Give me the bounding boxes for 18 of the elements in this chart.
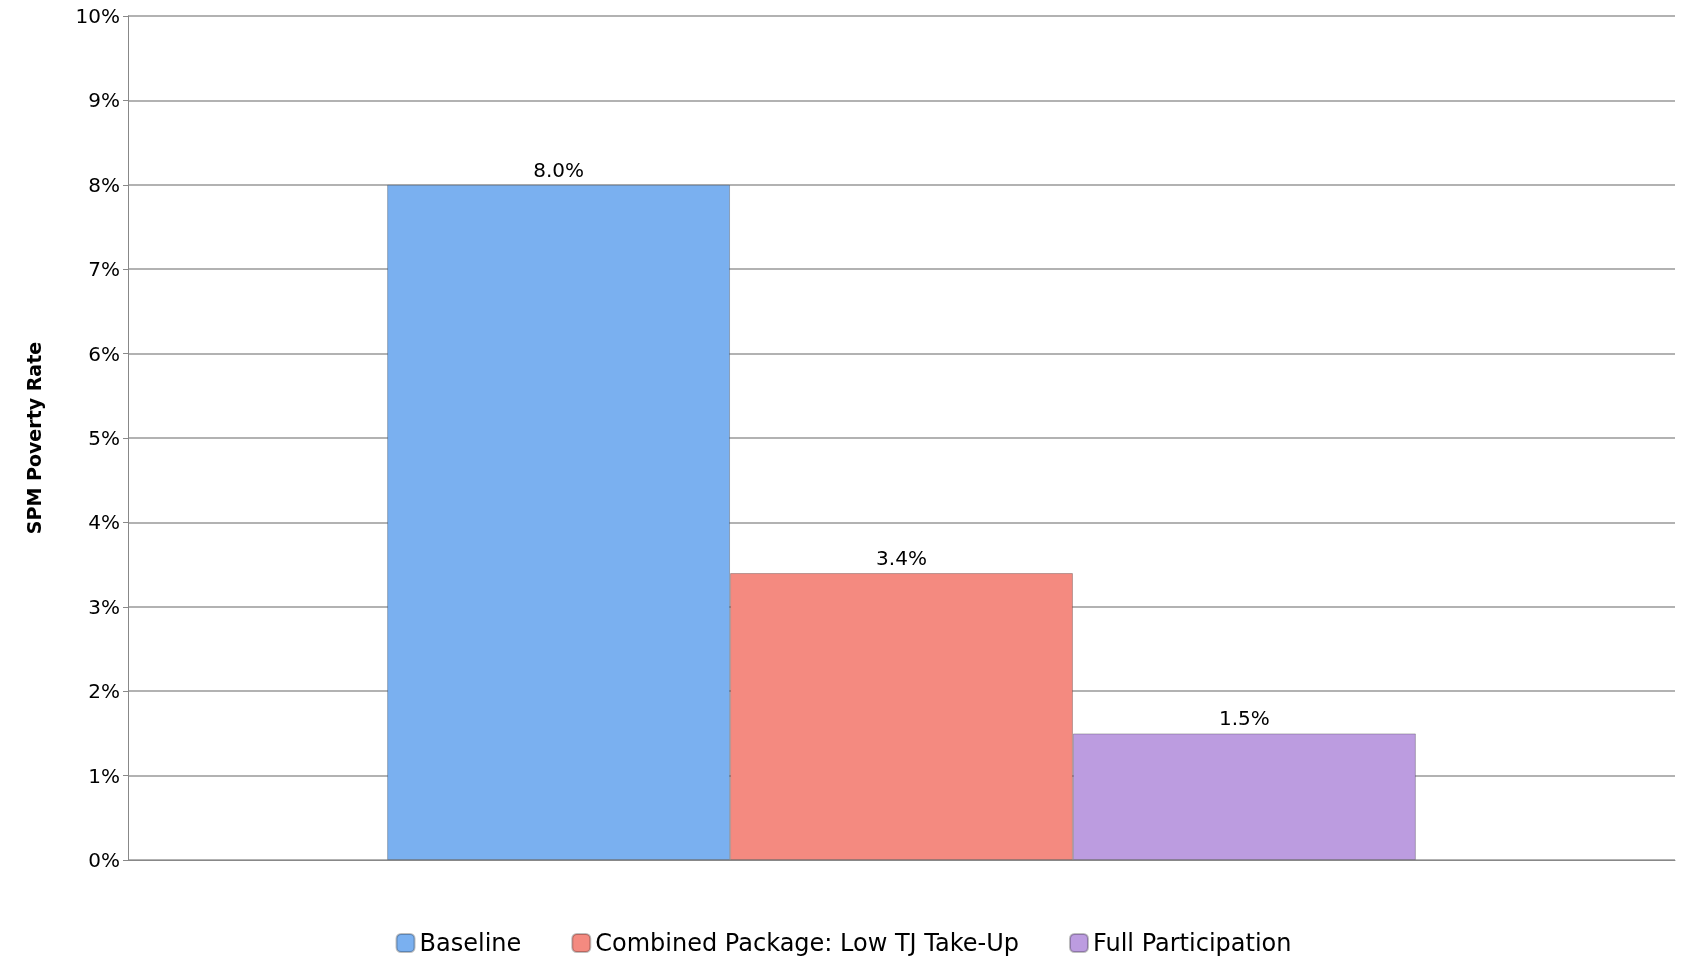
data-label: 8.0%: [533, 157, 584, 182]
y-tick-label: 4%: [88, 510, 120, 535]
y-tick-label: 10%: [75, 4, 120, 28]
y-tick-label: 3%: [88, 594, 120, 619]
y-tick-label: 5%: [88, 426, 120, 450]
y-tick-label: 0%: [88, 848, 120, 872]
data-label: 1.5%: [1219, 706, 1270, 731]
y-tick-label: 9%: [88, 88, 120, 113]
y-tick-label: 8%: [88, 172, 120, 197]
legend-label: Combined Package: Low TJ Take-Up: [595, 929, 1019, 957]
y-tick-label: 6%: [88, 341, 120, 366]
y-axis-title: SPM Poverty Rate: [22, 341, 45, 535]
legend-label: Baseline: [419, 929, 522, 957]
y-tick-label: 7%: [88, 257, 120, 282]
legend-label: Full Participation: [1092, 929, 1292, 957]
y-tick-label: 1%: [88, 763, 120, 788]
data-label: 3.4%: [876, 546, 927, 571]
y-tick-label: 2%: [88, 679, 120, 704]
